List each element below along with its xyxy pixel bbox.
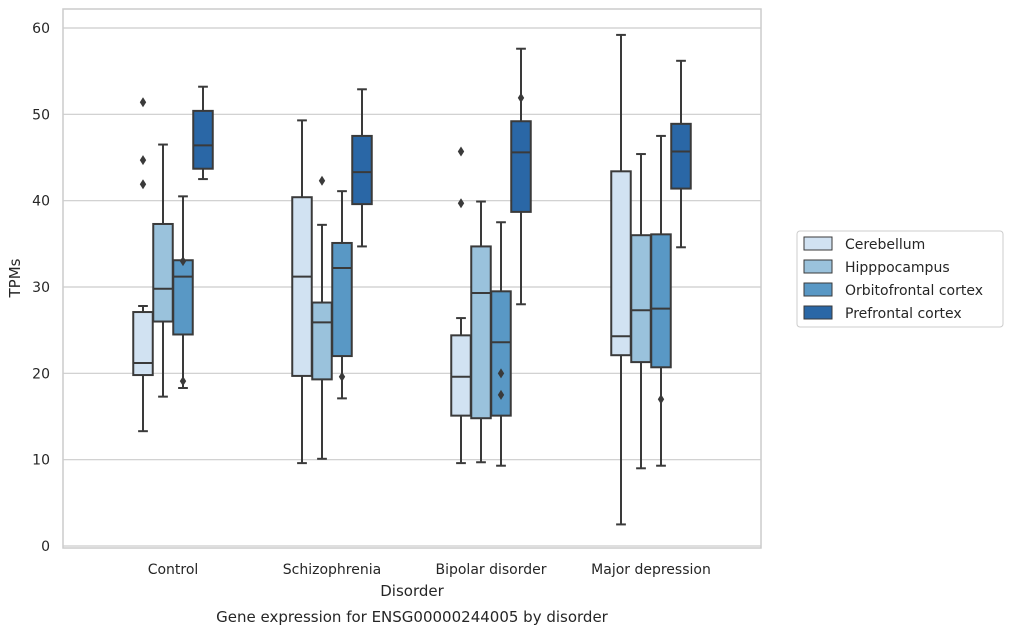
legend-entry-label: Cerebellum xyxy=(845,237,925,253)
box-body xyxy=(132,311,154,377)
legend-entry-label: Orbitofrontal cortex xyxy=(845,283,983,299)
box-body xyxy=(470,245,492,420)
x-tick-label: Schizophrenia xyxy=(283,562,381,578)
x-tick-labels: Control Schizophrenia Bipolar disorder Majo… xyxy=(148,562,711,578)
box-hipppocampus xyxy=(152,143,174,398)
box-cerebellum xyxy=(132,97,154,433)
box-body xyxy=(610,170,632,357)
y-tick-label: 10 xyxy=(32,453,50,469)
box-orbitofrontal-cortex xyxy=(490,221,512,467)
plot-frame xyxy=(62,8,762,549)
box-body xyxy=(291,196,313,377)
box-cerebellum xyxy=(450,146,472,465)
box-body xyxy=(450,334,472,417)
outlier-point xyxy=(457,198,465,209)
y-tick-label: 0 xyxy=(41,539,50,555)
box-series-layer xyxy=(132,33,692,526)
legend-entry-label: Hipppocampus xyxy=(845,260,950,276)
chart-title: Gene expression for ENSG00000244005 by d… xyxy=(216,608,609,626)
outlier-point xyxy=(318,175,326,186)
box-body xyxy=(670,122,692,190)
y-axis-label: TPMs xyxy=(6,258,24,298)
outlier-point xyxy=(139,179,147,190)
outlier-point xyxy=(139,97,147,108)
box-body xyxy=(331,241,353,358)
x-tick-label: Bipolar disorder xyxy=(435,562,546,578)
box-prefrontal-cortex xyxy=(510,47,532,306)
box-body xyxy=(152,222,174,323)
box-hipppocampus xyxy=(630,153,652,470)
outlier-point xyxy=(497,389,505,400)
box-prefrontal-cortex xyxy=(670,59,692,249)
outlier-point xyxy=(179,256,187,267)
box-body xyxy=(650,233,672,369)
outlier-point xyxy=(179,376,187,387)
x-tick-label: Control xyxy=(148,562,199,578)
box-body xyxy=(311,301,333,381)
box-body xyxy=(490,290,512,417)
legend-swatch xyxy=(803,259,833,274)
box-body xyxy=(630,234,652,364)
box-orbitofrontal-cortex xyxy=(172,195,194,390)
box-prefrontal-cortex xyxy=(351,88,373,248)
legend-entry-label: Prefrontal cortex xyxy=(845,306,962,322)
legend: Cerebellum Hipppocampus Orbitofrontal cort… xyxy=(796,230,1004,328)
y-tick-label: 30 xyxy=(32,280,50,296)
outlier-point xyxy=(457,146,465,157)
box-prefrontal-cortex xyxy=(192,85,214,181)
y-tick-label: 50 xyxy=(32,107,50,123)
box-body xyxy=(172,259,194,336)
x-tick-label: Major depression xyxy=(591,562,711,578)
y-tick-label: 20 xyxy=(32,366,50,382)
outlier-point xyxy=(338,371,346,382)
legend-frame xyxy=(796,230,1004,328)
outlier-point xyxy=(497,368,505,379)
y-tick-label: 60 xyxy=(32,21,50,37)
legend-swatch xyxy=(803,282,833,297)
box-orbitofrontal-cortex xyxy=(650,134,672,467)
outlier-point xyxy=(139,155,147,166)
box-orbitofrontal-cortex xyxy=(331,190,353,400)
box-body xyxy=(510,120,532,213)
x-axis-label: Disorder xyxy=(380,582,444,600)
box-body xyxy=(351,134,373,206)
outlier-point xyxy=(657,394,665,405)
legend-swatch xyxy=(803,305,833,320)
legend-swatch xyxy=(803,236,833,251)
box-body xyxy=(192,109,214,170)
box-cerebellum xyxy=(291,119,313,465)
y-tick-label: 40 xyxy=(32,194,50,210)
outlier-point xyxy=(517,92,525,103)
y-tick-labels: 0 10 20 30 40 50 60 xyxy=(32,21,50,555)
